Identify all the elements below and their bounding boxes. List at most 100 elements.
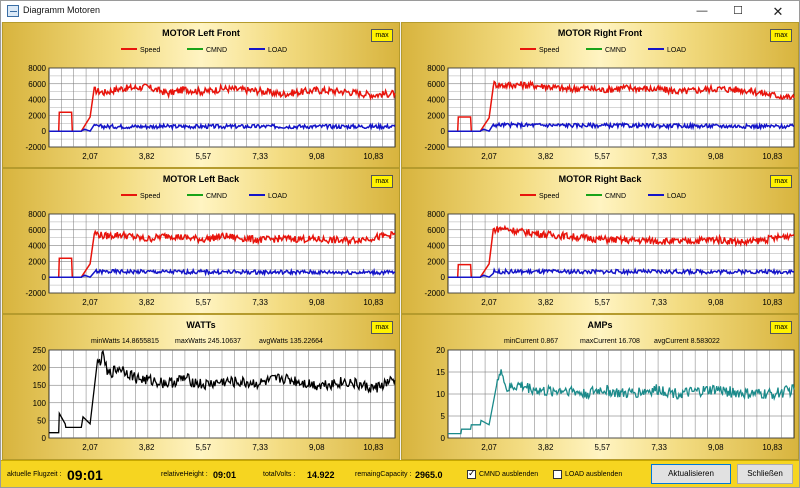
relative-height-value: 09:01 bbox=[213, 470, 237, 480]
x-tick-label: 2,07 bbox=[481, 443, 497, 452]
y-tick-label: 4000 bbox=[427, 96, 445, 105]
max-button[interactable]: max bbox=[770, 29, 792, 42]
y-tick-label: 10 bbox=[436, 390, 445, 399]
load-hide-label: LOAD ausblenden bbox=[565, 471, 623, 478]
series-line-speed bbox=[448, 224, 795, 278]
maximize-button[interactable]: ☐ bbox=[733, 5, 743, 17]
minimize-button[interactable]: — bbox=[696, 5, 708, 17]
y-tick-label: -2000 bbox=[425, 143, 446, 152]
x-tick-label: 5,57 bbox=[195, 443, 211, 452]
x-tick-label: 10,83 bbox=[363, 152, 384, 161]
legend-label: Speed bbox=[539, 47, 559, 54]
legend-label: LOAD bbox=[268, 47, 287, 54]
y-tick-label: 8000 bbox=[28, 64, 46, 73]
y-tick-label: 4000 bbox=[28, 242, 46, 251]
series-line-load bbox=[448, 267, 795, 279]
series-line-speed bbox=[49, 82, 396, 132]
chart-svg: MOTOR Right Front Speed CMND LOAD 8000 6000 40… bbox=[425, 28, 795, 161]
close-window-button[interactable]: ✕ bbox=[772, 4, 784, 19]
window-icon bbox=[7, 5, 19, 17]
series-line-value bbox=[49, 349, 396, 434]
x-tick-label: 5,57 bbox=[594, 152, 610, 161]
series-line-value bbox=[448, 369, 795, 435]
series-line-speed bbox=[49, 229, 396, 278]
x-tick-label: 10,83 bbox=[762, 443, 783, 452]
y-tick-label: 6000 bbox=[427, 80, 445, 89]
stat-text: avgCurrent 8.583022 bbox=[654, 338, 720, 345]
x-tick-label: 9,08 bbox=[708, 298, 724, 307]
x-tick-label: 10,83 bbox=[762, 152, 783, 161]
chart-title: MOTOR Left Front bbox=[162, 28, 240, 38]
load-hide-checkbox[interactable] bbox=[553, 470, 562, 479]
y-tick-label: 0 bbox=[42, 273, 47, 282]
y-tick-label: 2000 bbox=[28, 111, 46, 120]
stat-text: minCurrent 0.867 bbox=[504, 338, 558, 345]
chart-svg: MOTOR Left Front Speed CMND LOAD 8000 6000 400… bbox=[26, 28, 396, 161]
max-button[interactable]: max bbox=[371, 175, 393, 188]
legend-label: CMND bbox=[605, 47, 626, 54]
y-tick-label: 0 bbox=[441, 434, 446, 443]
cmnd-hide-checkbox[interactable] bbox=[467, 468, 476, 479]
refresh-button[interactable]: Aktualisieren bbox=[651, 464, 731, 484]
x-tick-label: 2,07 bbox=[82, 298, 98, 307]
x-tick-label: 7,33 bbox=[651, 443, 667, 452]
series-line-load bbox=[49, 267, 396, 279]
chart-svg: MOTOR Right Back Speed CMND LOAD 8000 6000 400… bbox=[425, 174, 795, 307]
chart-title: MOTOR Right Front bbox=[558, 28, 642, 38]
x-tick-label: 3,82 bbox=[538, 152, 554, 161]
x-tick-label: 9,08 bbox=[708, 443, 724, 452]
x-tick-label: 9,08 bbox=[309, 152, 325, 161]
y-tick-label: 0 bbox=[42, 127, 47, 136]
max-button[interactable]: max bbox=[770, 175, 792, 188]
capacity-value: 2965.0 bbox=[415, 470, 443, 480]
y-tick-label: 6000 bbox=[427, 226, 445, 235]
x-tick-label: 2,07 bbox=[481, 298, 497, 307]
legend-label: CMND bbox=[605, 193, 626, 200]
max-button[interactable]: max bbox=[371, 321, 393, 334]
y-tick-label: 2000 bbox=[427, 257, 445, 266]
y-tick-label: -2000 bbox=[425, 289, 446, 298]
window-title: Diagramm Motoren bbox=[23, 5, 101, 15]
y-tick-label: 0 bbox=[42, 434, 47, 443]
chart-title: WATTs bbox=[186, 320, 215, 330]
x-tick-label: 9,08 bbox=[309, 443, 325, 452]
x-tick-label: 2,07 bbox=[481, 152, 497, 161]
max-button[interactable]: max bbox=[770, 321, 792, 334]
y-tick-label: 0 bbox=[441, 273, 446, 282]
title-bar: Diagramm Motoren — ☐ ✕ bbox=[1, 1, 799, 22]
y-tick-label: 2000 bbox=[28, 257, 46, 266]
chart-svg: WATTs minWatts 14.8655815 maxWatts 245.106… bbox=[33, 320, 396, 452]
y-tick-label: 8000 bbox=[427, 64, 445, 73]
chart-title: AMPs bbox=[587, 320, 612, 330]
stat-text: maxCurrent 16.708 bbox=[580, 338, 640, 345]
chart-panel-amps: AMPs minCurrent 0.867 maxCurrent 16.708 avg… bbox=[401, 314, 799, 460]
total-volts-label: totalVolts : bbox=[263, 471, 296, 478]
y-tick-label: 0 bbox=[441, 127, 446, 136]
chart-panel-watts: WATTs minWatts 14.8655815 maxWatts 245.106… bbox=[2, 314, 400, 460]
x-tick-label: 3,82 bbox=[139, 152, 155, 161]
close-button[interactable]: Schließen bbox=[737, 464, 793, 484]
y-tick-label: 4000 bbox=[427, 242, 445, 251]
series-line-load bbox=[448, 120, 795, 133]
y-tick-label: 2000 bbox=[427, 111, 445, 120]
max-button[interactable]: max bbox=[371, 29, 393, 42]
x-tick-label: 10,83 bbox=[762, 298, 783, 307]
flight-time-label: aktuelle Flugzeit : bbox=[7, 471, 62, 478]
y-tick-label: 15 bbox=[436, 368, 445, 377]
stat-text: minWatts 14.8655815 bbox=[91, 338, 159, 345]
x-tick-label: 7,33 bbox=[252, 152, 268, 161]
chart-panel-left-front: MOTOR Left Front Speed CMND LOAD 8000 6000 400… bbox=[2, 22, 400, 168]
x-tick-label: 7,33 bbox=[651, 298, 667, 307]
series-line-load bbox=[49, 121, 396, 133]
x-tick-label: 5,57 bbox=[594, 298, 610, 307]
status-bar: aktuelle Flugzeit : 09:01 relativeHeight… bbox=[1, 460, 799, 487]
x-tick-label: 3,82 bbox=[139, 298, 155, 307]
x-tick-label: 2,07 bbox=[82, 443, 98, 452]
cmnd-hide-label: CMND ausblenden bbox=[479, 471, 539, 478]
chart-svg: AMPs minCurrent 0.867 maxCurrent 16.708 avg… bbox=[436, 320, 795, 452]
y-tick-label: 4000 bbox=[28, 96, 46, 105]
y-tick-label: 6000 bbox=[28, 80, 46, 89]
chart-panel-right-front: MOTOR Right Front Speed CMND LOAD 8000 6000 40… bbox=[401, 22, 799, 168]
chart-title: MOTOR Right Back bbox=[559, 174, 643, 184]
